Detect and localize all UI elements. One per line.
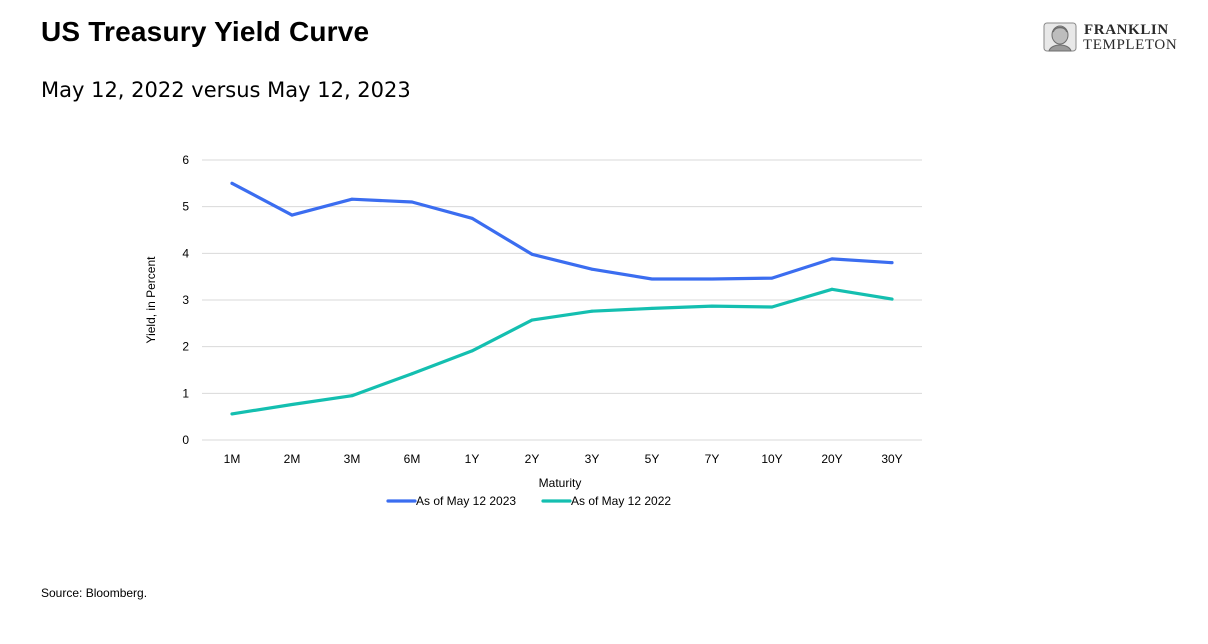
logo-text-line1: FRANKLIN: [1084, 22, 1169, 38]
y-tick-label-1: 1: [182, 386, 189, 400]
data-point-0-1M: [230, 181, 234, 185]
page-subtitle: May 12, 2022 versus May 12, 2023: [41, 78, 411, 102]
y-tick-label-3: 3: [182, 293, 189, 307]
x-tick-label-7Y: 7Y: [705, 452, 720, 466]
data-point-1-6M: [410, 372, 414, 376]
x-tick-label-1M: 1M: [224, 452, 241, 466]
y-tick-label-4: 4: [182, 246, 189, 260]
data-point-0-5Y: [650, 277, 654, 281]
data-point-0-6M: [410, 200, 414, 204]
data-point-1-3M: [350, 394, 354, 398]
source-note: Source: Bloomberg.: [41, 586, 148, 600]
x-tick-label-2Y: 2Y: [525, 452, 540, 466]
data-point-0-10Y: [770, 276, 774, 280]
data-point-1-30Y: [890, 297, 894, 301]
x-tick-label-20Y: 20Y: [821, 452, 842, 466]
series-line-1: [230, 287, 894, 416]
x-tick-label-5Y: 5Y: [645, 452, 660, 466]
logo-text-line2: TEMPLETON: [1083, 37, 1178, 53]
data-point-0-1Y: [470, 216, 474, 220]
data-point-0-2M: [290, 213, 294, 217]
page-title: US Treasury Yield Curve: [41, 16, 370, 47]
data-point-1-2Y: [530, 318, 534, 322]
data-point-1-1Y: [470, 349, 474, 353]
data-point-0-20Y: [830, 257, 834, 261]
data-point-1-20Y: [830, 287, 834, 291]
legend-label-0: As of May 12 2023: [416, 494, 516, 508]
x-tick-label-2M: 2M: [284, 452, 301, 466]
data-point-0-3Y: [590, 267, 594, 271]
x-tick-label-1Y: 1Y: [465, 452, 480, 466]
data-point-0-2Y: [530, 252, 534, 256]
y-axis-label: Yield, in Percent: [144, 256, 158, 344]
data-point-0-7Y: [710, 277, 714, 281]
data-point-0-30Y: [890, 261, 894, 265]
y-tick-label-5: 5: [182, 200, 189, 214]
x-tick-label-6M: 6M: [404, 452, 421, 466]
x-axis-label: Maturity: [539, 476, 582, 490]
data-point-1-3Y: [590, 309, 594, 313]
y-tick-label-0: 0: [182, 433, 189, 447]
x-tick-label-10Y: 10Y: [761, 452, 782, 466]
data-point-1-10Y: [770, 305, 774, 309]
series-line-0: [230, 181, 894, 281]
x-tick-label-30Y: 30Y: [881, 452, 902, 466]
data-point-0-3M: [350, 197, 354, 201]
y-tick-label-6: 6: [182, 153, 189, 167]
data-point-1-1M: [230, 412, 234, 416]
legend-label-1: As of May 12 2022: [571, 494, 671, 508]
franklin-templeton-logo: FRANKLIN TEMPLETON: [1043, 22, 1193, 56]
x-tick-label-3Y: 3Y: [585, 452, 600, 466]
x-tick-label-3M: 3M: [344, 452, 361, 466]
franklin-portrait-icon: [1043, 22, 1077, 52]
data-point-1-2M: [290, 403, 294, 407]
data-point-1-5Y: [650, 306, 654, 310]
y-tick-label-2: 2: [182, 340, 189, 354]
data-point-1-7Y: [710, 304, 714, 308]
